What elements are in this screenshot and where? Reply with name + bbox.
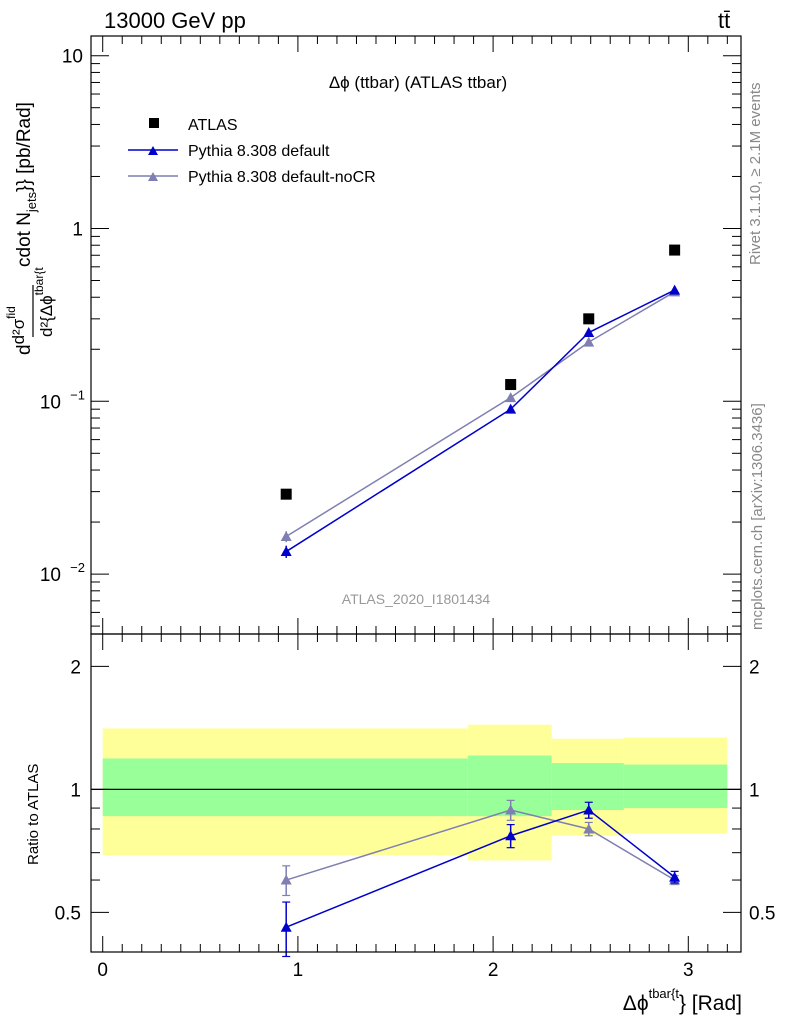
data-point-1 (505, 403, 517, 414)
ratio-data-point-0 (280, 921, 292, 932)
header-left-label: 13000 GeV pp (104, 8, 246, 33)
uncertainty-band-inner (102, 758, 468, 817)
x-tick-label: 1 (293, 960, 304, 981)
data-point-atlas (505, 379, 517, 391)
ratio-data-point-0 (505, 830, 517, 841)
ratio-plot-panel: 0.5 0.5 1 1 2 2 0 1 2 3 Ratio to ATLAS Δϕtbar{t} … (25, 633, 775, 1015)
legend-marker-nocr (148, 172, 158, 181)
ratio-y-tick-label-right: 1 (749, 780, 760, 801)
mcplots-label: mcplots.cern.ch [arXiv:1306.3436] (749, 403, 766, 630)
analysis-watermark: ATLAS_2020_I1801434 (342, 591, 491, 607)
x-tick-label: 0 (97, 960, 108, 981)
data-point-1 (280, 546, 292, 557)
main-y-axis-label: dd²σfid d²{Δϕtbar{t cdot Njets}} [pb/Rad… (4, 102, 56, 355)
legend: ATLAS Pythia 8.308 default Pythia 8.308 … (128, 117, 376, 186)
x-axis-label: Δϕtbar{t} [Rad] (623, 986, 742, 1015)
svg-text:cdot Njets}} [pb/Rad]: cdot Njets}} [pb/Rad] (14, 102, 39, 267)
x-tick-label: 3 (683, 960, 694, 981)
legend-marker-atlas (149, 118, 159, 128)
ratio-y-tick-label-right: 2 (749, 657, 760, 678)
data-point-atlas (583, 313, 595, 325)
ratio-series-line-0 (285, 809, 676, 928)
ratio-data-point-0 (669, 871, 681, 882)
legend-marker-default (148, 146, 158, 155)
main-y-tick-label: 10 (40, 392, 61, 413)
plot-title: Δϕ (ttbar) (ATLAS ttbar) (329, 73, 507, 92)
series-line-2 (285, 291, 676, 538)
ratio-y-tick-label-left: 1 (70, 780, 81, 801)
data-point-atlas (280, 488, 292, 500)
header-right-label: tt̄ (718, 8, 730, 33)
data-point-2 (505, 392, 517, 403)
main-y-tick-label: 10 (62, 47, 83, 68)
ratio-y-tick-label-right: 0.5 (749, 903, 775, 924)
ratio-series-line-1 (285, 809, 676, 881)
ratio-y-axis-label: Ratio to ATLAS (25, 764, 42, 865)
legend-label-nocr: Pythia 8.308 default-noCR (188, 169, 376, 186)
series-line-1 (285, 289, 675, 553)
uncertainty-band-inner (623, 764, 728, 809)
main-y-tick-label-exponent: −2 (70, 560, 85, 575)
main-plot-panel: Δϕ (ttbar) (ATLAS ttbar) ATLAS_2020_I180… (4, 35, 742, 635)
ratio-plot-frame (90, 633, 742, 953)
data-point-2 (280, 530, 292, 541)
ratio-y-tick-label-left: 2 (70, 657, 81, 678)
x-tick-label: 2 (488, 960, 499, 981)
main-y-tick-label-exponent: −1 (70, 387, 85, 402)
rivet-label: Rivet 3.1.10, ≥ 2.1M events (747, 83, 764, 266)
data-point-2 (583, 336, 595, 347)
ratio-data-point-1 (505, 804, 517, 815)
legend-label-default: Pythia 8.308 default (188, 143, 330, 160)
data-point-atlas (669, 244, 681, 256)
ratio-data-point-1 (583, 823, 595, 834)
uncertainty-band-inner (551, 763, 624, 811)
ratio-y-tick-label-left: 0.5 (55, 903, 81, 924)
main-y-tick-label: 1 (72, 219, 83, 240)
svg-text:dd²σfid: dd²σfid (4, 306, 35, 355)
uncertainty-band-inner (467, 755, 552, 817)
ratio-data-point-0 (583, 804, 595, 815)
legend-label-atlas: ATLAS (188, 117, 238, 134)
svg-text:d²{Δϕtbar{t: d²{Δϕtbar{t (32, 267, 56, 337)
data-point-1 (669, 284, 681, 295)
main-y-tick-label: 10 (40, 565, 61, 586)
ratio-data-point-1 (280, 874, 292, 885)
data-point-1 (583, 327, 595, 338)
